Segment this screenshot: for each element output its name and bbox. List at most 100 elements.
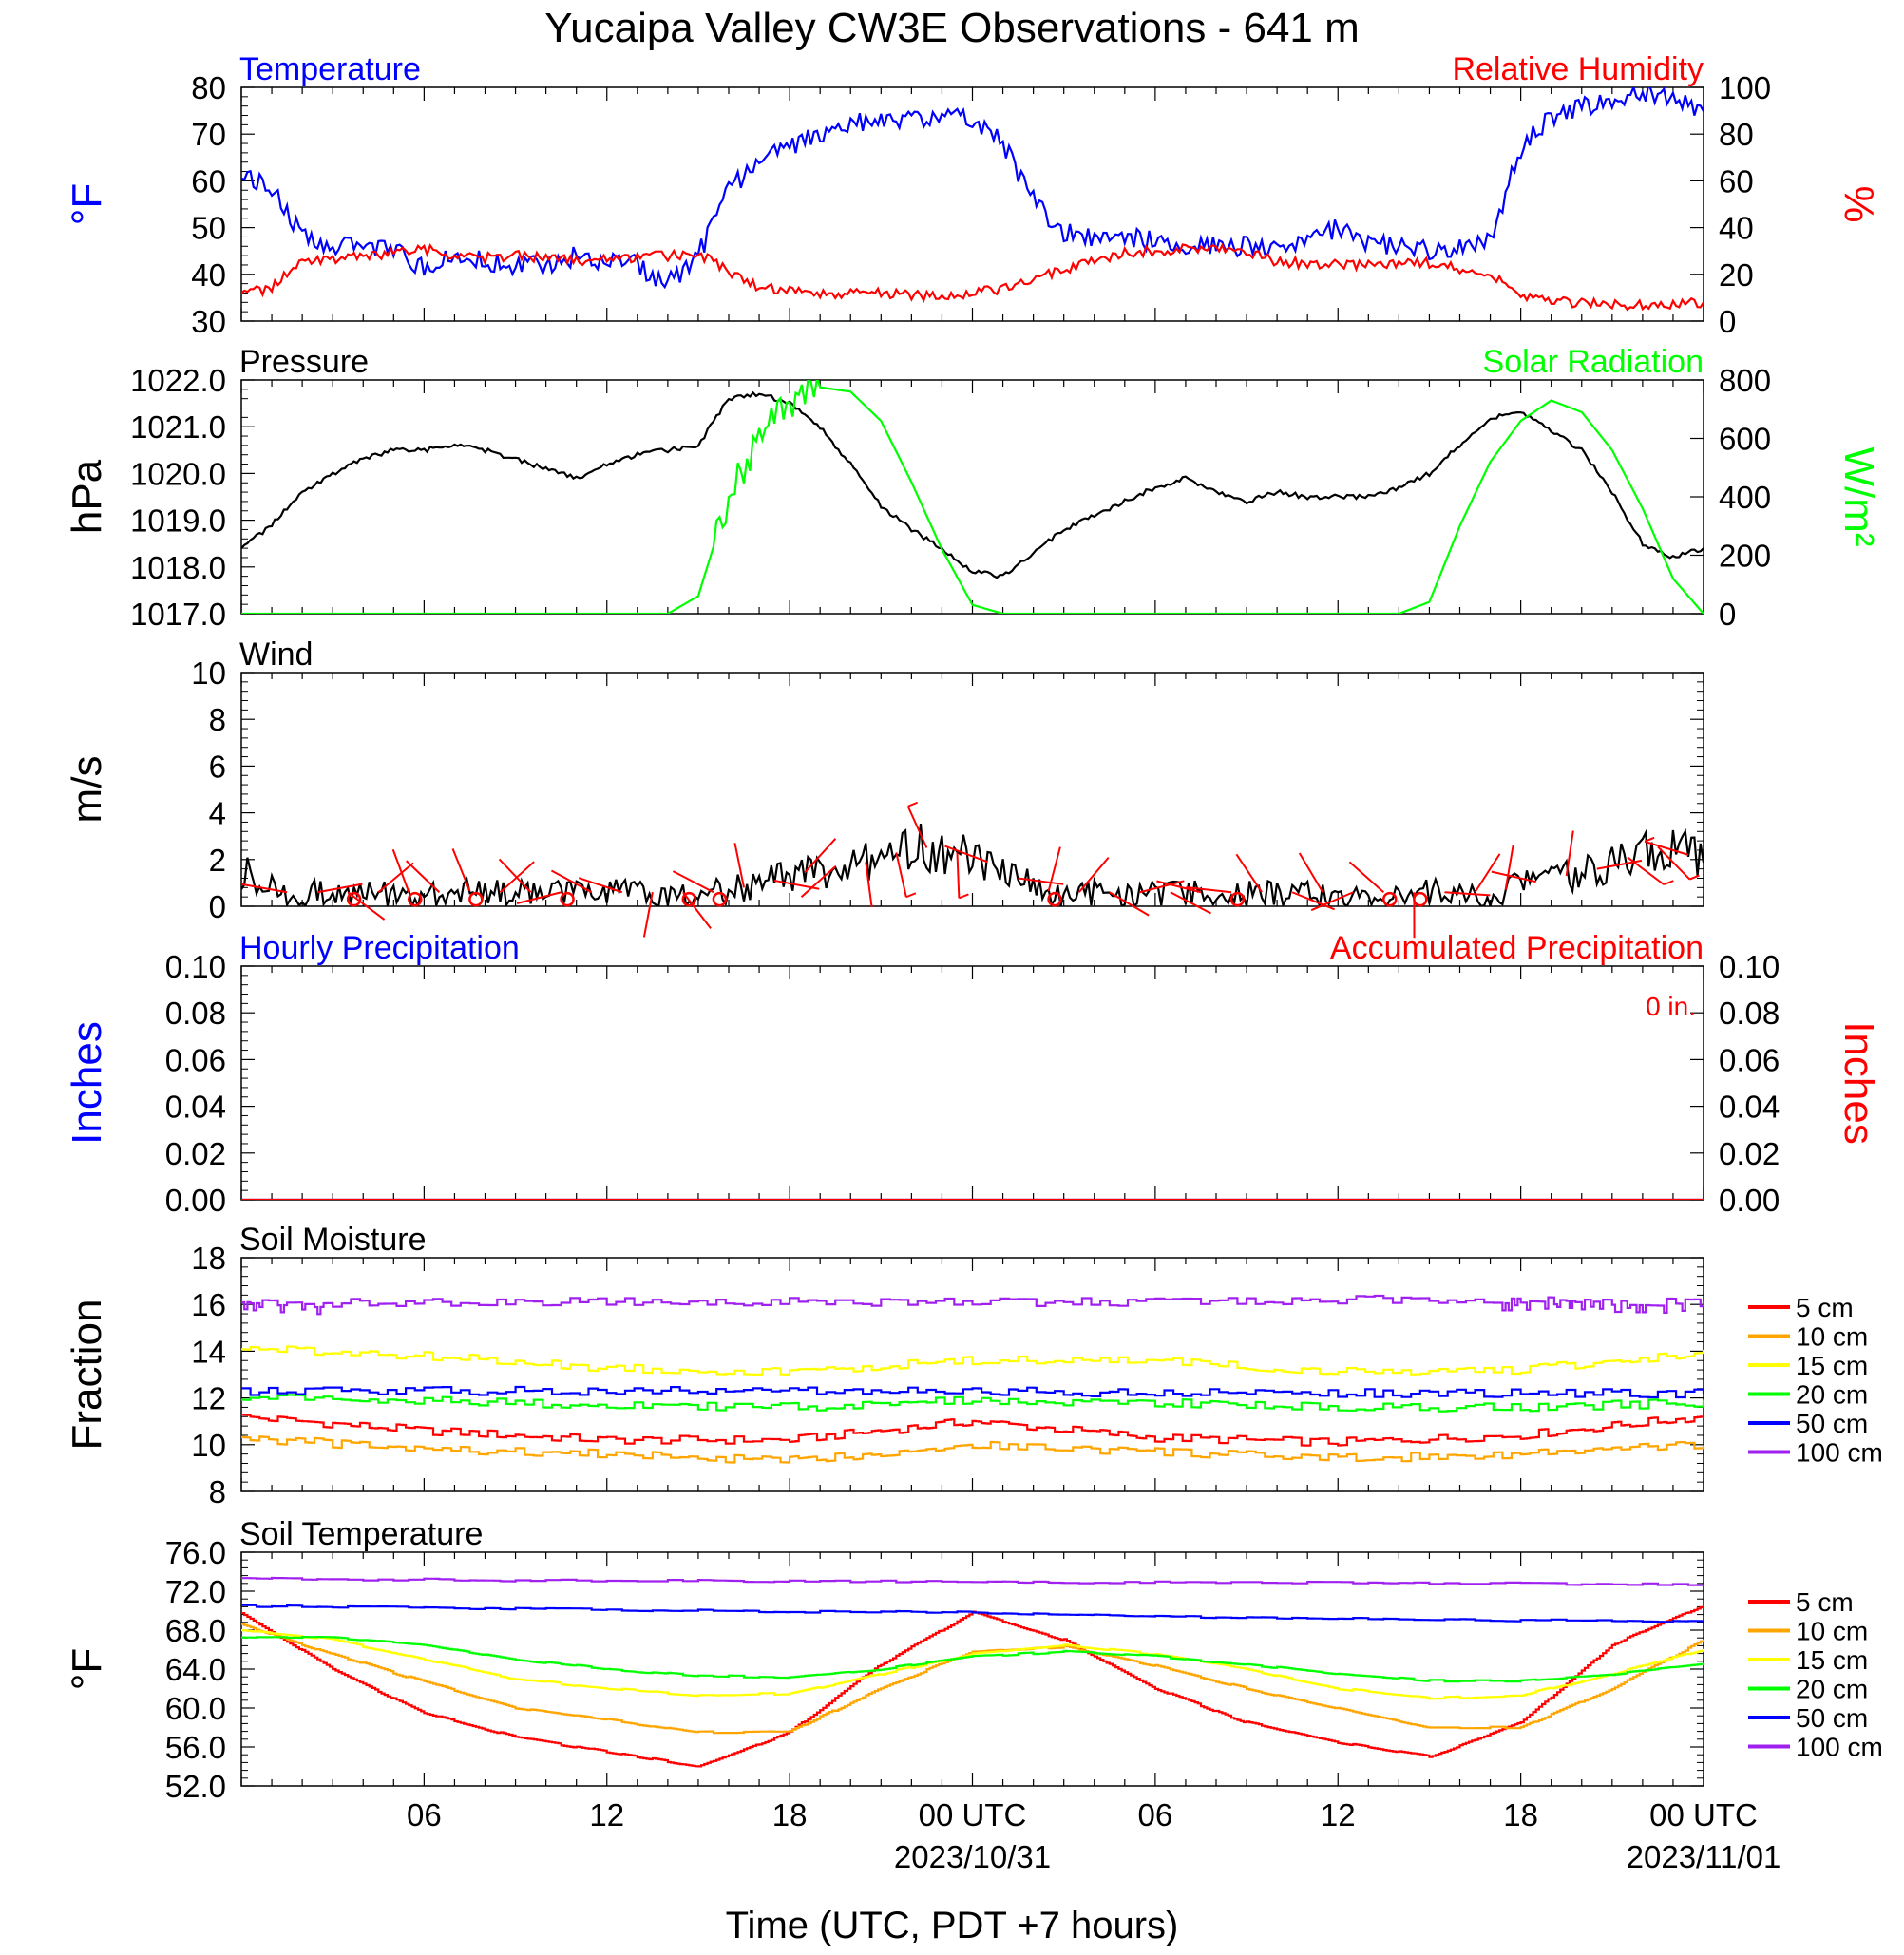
x-tick-label: 12 bbox=[1321, 1797, 1356, 1832]
panel-title-right: Solar Radiation bbox=[1483, 344, 1704, 380]
wind-barb bbox=[1139, 880, 1185, 894]
y-tick-label-right: 600 bbox=[1719, 422, 1771, 457]
wind-barb bbox=[1170, 891, 1211, 915]
y-tick-label-right: 60 bbox=[1719, 163, 1754, 199]
y-tick-label-left: 1022.0 bbox=[130, 363, 226, 398]
y-tick-label-left: 8 bbox=[209, 702, 226, 737]
legend-label: 10 cm bbox=[1796, 1617, 1868, 1646]
figure-title: Yucaipa Valley CW3E Observations - 641 m bbox=[544, 5, 1360, 51]
calm-wind-marker bbox=[346, 891, 362, 907]
wind-barb bbox=[1474, 853, 1501, 893]
y-tick-label-left: 60 bbox=[191, 163, 226, 199]
wind-barb bbox=[1291, 891, 1335, 911]
wind-barb bbox=[800, 865, 836, 898]
wind-barb bbox=[405, 860, 441, 893]
x-tick-label: 00 UTC bbox=[919, 1797, 1027, 1832]
x-tick-label: 18 bbox=[772, 1797, 808, 1832]
wind-barb bbox=[347, 891, 386, 921]
y-tick-label-right: 200 bbox=[1719, 539, 1771, 574]
x-date-label: 2023/11/01 bbox=[1627, 1839, 1781, 1874]
legend-label: 20 cm bbox=[1796, 1675, 1868, 1704]
x-date-label: 2023/10/31 bbox=[894, 1839, 1051, 1874]
y-tick-label-right: 20 bbox=[1719, 257, 1754, 293]
wind-barb bbox=[1047, 846, 1061, 892]
calm-wind-marker bbox=[712, 891, 728, 907]
series-line-solar-radiation bbox=[241, 380, 1704, 614]
wind-barb bbox=[1565, 830, 1574, 877]
legend-label: 100 cm bbox=[1796, 1733, 1883, 1762]
wind-barb bbox=[1491, 870, 1536, 883]
series-line-100-cm bbox=[241, 1294, 1704, 1316]
legend-label: 5 cm bbox=[1796, 1293, 1854, 1322]
x-axis-title: Time (UTC, PDT +7 hours) bbox=[726, 1905, 1179, 1946]
y-tick-label-left: 2 bbox=[209, 843, 226, 878]
y-tick-label-left: 0.08 bbox=[165, 996, 226, 1031]
series-line-15-cm bbox=[241, 1629, 1704, 1700]
y-tick-label-right: 100 bbox=[1719, 70, 1771, 105]
y-tick-label-left: 10 bbox=[191, 1428, 226, 1463]
panel-2: 1017.0 1018.0 1019.0 1020.0 1021.0 1022.0 0 200… bbox=[64, 344, 1882, 632]
legend-label: 10 cm bbox=[1796, 1322, 1868, 1352]
series-line-wind-speed bbox=[241, 824, 1704, 906]
y-axis-label-left: Inches bbox=[64, 1021, 110, 1145]
calm-wind-marker bbox=[1229, 891, 1246, 907]
calm-wind-marker bbox=[408, 891, 423, 907]
y-tick-label-right: 80 bbox=[1719, 117, 1754, 152]
panel-title-left: Soil Temperature bbox=[239, 1516, 483, 1552]
wind-barb bbox=[672, 870, 714, 894]
series-line-50-cm bbox=[241, 1604, 1704, 1623]
x-tick-label: 18 bbox=[1503, 1797, 1538, 1832]
y-tick-label-left: 1017.0 bbox=[130, 597, 226, 632]
legend-label: 50 cm bbox=[1796, 1409, 1868, 1438]
panel-title-left: Pressure bbox=[239, 344, 369, 380]
plot-frame bbox=[240, 379, 1704, 615]
y-tick-label-left: 0.02 bbox=[165, 1136, 226, 1171]
plot-frame bbox=[240, 965, 1704, 1201]
wind-barb bbox=[804, 838, 837, 874]
x-tick-label: 12 bbox=[589, 1797, 624, 1832]
y-tick-label-left: 0.00 bbox=[165, 1183, 226, 1218]
y-tick-label-left: 50 bbox=[191, 211, 226, 246]
wind-barb bbox=[642, 892, 654, 938]
wind-barb bbox=[1657, 845, 1691, 881]
panel-1: 30 40 50 60 70 80 0 20 40 60 80 100 Temperature Relat… bbox=[64, 51, 1882, 339]
wind-barb bbox=[1298, 852, 1324, 893]
y-tick-label-left: 10 bbox=[191, 655, 226, 691]
legend-label: 15 cm bbox=[1796, 1351, 1868, 1380]
wind-barb bbox=[1156, 880, 1202, 894]
panel-title-left: Soil Moisture bbox=[239, 1222, 427, 1258]
y-tick-label-left: 4 bbox=[209, 796, 226, 831]
y-tick-label-right: 800 bbox=[1719, 363, 1771, 398]
wind-barb bbox=[550, 869, 593, 894]
series-line-temperature bbox=[241, 87, 1704, 290]
plot-frame bbox=[240, 672, 1704, 907]
wind-barb bbox=[733, 843, 746, 888]
y-tick-label-left: 76.0 bbox=[165, 1535, 226, 1570]
panel-title-left: Wind bbox=[239, 636, 313, 673]
series-line-100-cm bbox=[241, 1576, 1704, 1586]
y-tick-label-left: 0.04 bbox=[165, 1090, 226, 1125]
y-tick-label-left: 1019.0 bbox=[130, 503, 226, 539]
y-axis-label-left: hPa bbox=[64, 459, 110, 534]
series-line-relative-humidity bbox=[241, 242, 1704, 312]
y-tick-label-left: 72.0 bbox=[165, 1574, 226, 1609]
y-axis-label-right: Inches bbox=[1836, 1021, 1882, 1145]
y-tick-label-left: 64.0 bbox=[165, 1652, 226, 1687]
calm-wind-marker bbox=[468, 891, 484, 907]
y-axis-label-right: % bbox=[1836, 185, 1882, 222]
plot-frame bbox=[240, 86, 1704, 322]
wind-barb bbox=[1109, 891, 1150, 917]
legend-label: 100 cm bbox=[1796, 1438, 1883, 1468]
y-tick-label-left: 80 bbox=[191, 70, 226, 105]
wind-barb bbox=[865, 862, 873, 907]
y-tick-label-left: 1021.0 bbox=[130, 409, 226, 445]
y-tick-label-left: 52.0 bbox=[165, 1769, 226, 1804]
panel-4: 0.00 0.02 0.04 0.06 0.08 0.10 0.00 0.02 0.04 0.06… bbox=[64, 930, 1882, 1218]
series-line-5-cm bbox=[241, 1414, 1704, 1447]
legend-label: 20 cm bbox=[1796, 1380, 1868, 1410]
series-line-5-cm bbox=[241, 1604, 1704, 1768]
